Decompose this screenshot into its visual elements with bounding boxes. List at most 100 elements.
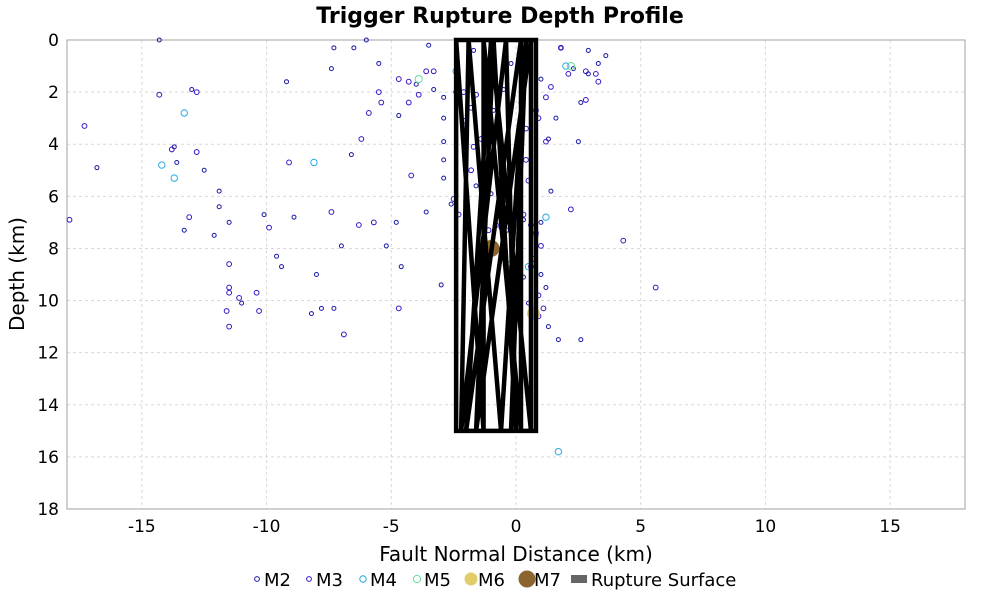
legend-label: M4 [370,570,397,591]
data-point-m2 [441,139,447,145]
x-axis-title: Fault Normal Distance (km) [379,542,653,566]
data-point-m2 [545,324,551,330]
legend-label: M6 [478,570,505,591]
series-m5 [414,61,575,84]
data-point-m3 [266,224,272,231]
y-axis-title: Depth (km) [5,217,29,331]
data-point-m4 [562,62,570,70]
data-point-m4 [170,174,178,182]
data-point-m3 [340,331,347,338]
y-tick-label: 0 [48,31,59,51]
data-point-m3 [378,99,385,106]
data-point-m2 [393,219,399,225]
data-point-m3 [548,84,554,90]
data-point-m2 [239,300,245,306]
data-point-m3 [423,68,430,75]
data-point-m2 [431,87,437,93]
data-point-m4 [554,447,563,456]
data-point-m4 [180,109,188,117]
data-point-m2 [538,272,544,277]
x-tick-label: 10 [755,517,777,537]
legend-item-m5: M5 [412,570,451,591]
x-axis-ticks: -15 -10 -5 0 5 10 15 [128,517,901,537]
legend-swatch [254,576,260,582]
chart-title: Trigger Rupture Depth Profile [316,4,684,29]
data-point-m3 [328,209,335,215]
y-tick-label: 18 [37,500,59,520]
data-point-m3 [540,305,547,312]
data-point-m2 [181,227,187,233]
legend-swatch [464,572,478,586]
legend-item-m7: M7 [518,570,561,591]
data-point-m2 [376,60,382,66]
data-point-m3 [226,323,233,330]
data-point-m2 [423,209,429,215]
data-point-m3 [582,97,589,103]
y-tick-label: 2 [48,83,59,103]
data-point-m2 [398,264,404,270]
data-point-m2 [396,113,402,119]
data-point-m4 [542,213,550,221]
data-point-m2 [383,243,389,249]
x-tick-label: -5 [383,517,400,537]
legend-swatch [306,576,312,582]
legend-item-m6: M6 [464,570,505,591]
y-axis-ticks: 0 2 4 6 8 10 12 14 16 18 [37,31,59,520]
data-point-m3 [523,156,529,163]
data-point-m4 [158,161,166,169]
data-point-m2 [441,115,447,121]
data-point-m3 [567,206,574,213]
data-point-m2 [473,183,479,189]
data-point-m2 [284,79,290,85]
data-point-m3 [430,68,437,75]
data-point-m2 [328,66,334,72]
data-point-m2 [308,311,314,317]
data-point-m3 [652,284,659,291]
legend-swatch [518,570,536,588]
y-tick-label: 4 [48,135,59,155]
data-point-m3 [620,237,627,244]
x-tick-label: 5 [635,517,646,537]
data-point-m2 [94,165,100,171]
data-point-m3 [565,70,572,77]
data-point-m2 [595,60,601,66]
data-point-m2 [543,285,549,291]
data-point-m2 [603,53,609,59]
series-m2 [94,37,609,343]
data-point-m2 [331,45,337,51]
legend-label: M5 [424,570,451,591]
series-rupture-surface [453,37,539,434]
data-point-m3 [66,216,73,223]
data-point-m2 [226,219,232,225]
data-point-m2 [291,214,297,220]
data-point-m2 [348,152,354,158]
data-point-m3 [415,91,422,98]
data-point-m3 [468,167,475,174]
grid-lines [67,39,965,510]
data-point-m2 [441,94,447,100]
x-tick-label: -15 [128,517,156,537]
data-point-m2 [508,60,514,66]
x-tick-label: 15 [879,517,901,537]
data-point-m3 [226,261,233,267]
legend-item-m3: M3 [306,570,343,591]
legend-swatch [412,574,422,584]
data-point-m2 [441,175,447,181]
data-point-m3 [370,219,377,226]
data-point-m3 [543,94,549,101]
y-tick-label: 12 [37,344,59,364]
legend-item-m4: M4 [359,570,397,591]
data-point-m3 [558,44,564,51]
legend-item-m2: M2 [254,570,291,591]
data-point-m2 [211,232,217,238]
data-point-m2 [156,37,162,43]
data-point-m3 [256,308,262,314]
data-point-m3 [375,89,382,96]
data-point-m3 [193,89,200,96]
data-point-m2 [570,66,576,72]
y-tick-label: 6 [48,187,59,207]
data-point-m2 [338,243,344,249]
data-point-m2 [471,47,477,53]
data-point-m3 [592,70,599,77]
data-point-m2 [189,87,195,93]
